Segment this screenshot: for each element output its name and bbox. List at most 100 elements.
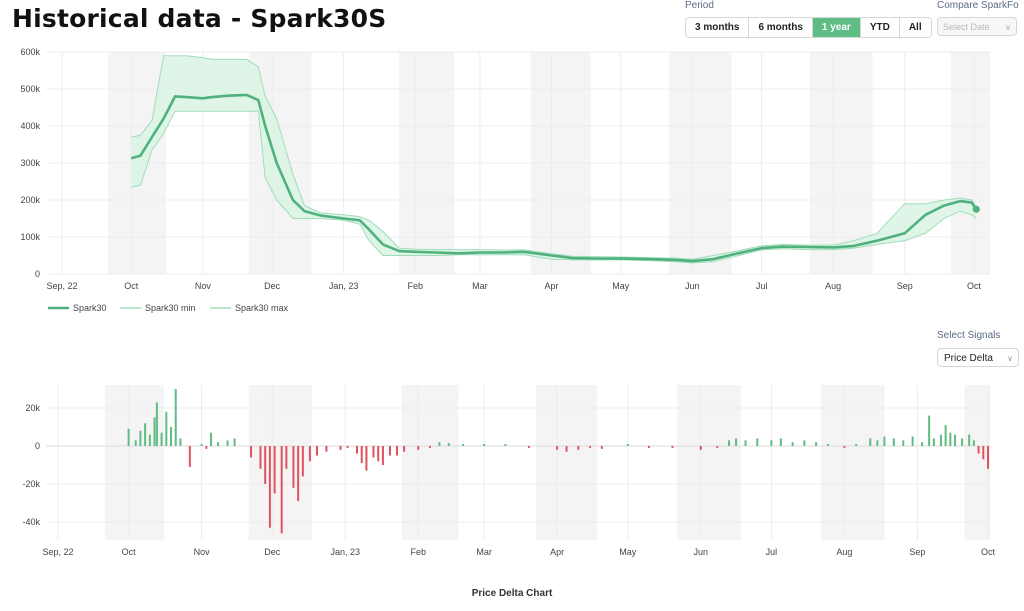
signals-select[interactable]: Price Delta ∨: [937, 348, 1019, 367]
delta-bar: [803, 440, 806, 446]
x-tick-label: Oct: [967, 281, 982, 291]
delta-bar: [259, 446, 262, 469]
month-shade: [535, 385, 598, 540]
delta-bar: [365, 446, 368, 471]
delta-bar: [921, 442, 924, 446]
x-tick-label: Mar: [476, 547, 492, 557]
delta-bar: [273, 446, 276, 494]
delta-bar: [791, 442, 794, 446]
x-tick-label: Sep: [897, 281, 913, 291]
x-tick-label: Oct: [124, 281, 139, 291]
delta-bar: [928, 415, 931, 446]
page-title: Historical data - Spark30S: [12, 4, 387, 33]
y-tick-label: 200k: [20, 195, 40, 205]
delta-bar: [372, 446, 375, 458]
delta-bar: [301, 446, 304, 477]
price-line-chart: 0 100k 200k 300k 400k 500k 600k Sep, 22 Oct Nov De…: [20, 47, 990, 313]
delta-bar: [939, 434, 942, 446]
month-shade: [677, 385, 741, 540]
period-all-button[interactable]: All: [899, 18, 931, 37]
x-tick-label: May: [612, 281, 630, 291]
x-tick-label: Oct: [122, 547, 137, 557]
delta-bar: [932, 438, 935, 446]
period-6-months-button[interactable]: 6 months: [749, 18, 813, 37]
y-tick-label: 0: [35, 441, 40, 451]
compare-date-select[interactable]: Select Date ∨: [937, 17, 1017, 36]
delta-bar: [647, 446, 650, 448]
delta-bar: [770, 440, 773, 446]
legend-item-label: Spark30 min: [145, 303, 196, 313]
delta-bar: [346, 446, 349, 448]
compare-label: Compare SparkFo: [937, 0, 1019, 11]
compare-date-placeholder: Select Date: [943, 22, 990, 32]
delta-bar: [339, 446, 342, 450]
series-spark30-min-line: [131, 110, 977, 264]
legend-item-label: Spark30 max: [235, 303, 289, 313]
delta-bar: [949, 432, 952, 446]
x-tick-label: Sep, 22: [42, 547, 73, 557]
delta-bar: [982, 446, 985, 460]
delta-bar: [911, 436, 914, 446]
y-tick-label: 300k: [20, 158, 40, 168]
chevron-down-icon: ∨: [1007, 354, 1013, 363]
signals-label: Select Signals: [937, 330, 1001, 341]
delta-bar: [160, 432, 163, 446]
delta-bar: [210, 432, 213, 446]
x-tick-label: Sep, 22: [46, 281, 77, 291]
delta-bar: [815, 442, 818, 446]
delta-bar: [417, 446, 420, 450]
delta-bar: [716, 446, 719, 448]
y-tick-label: 500k: [20, 84, 40, 94]
y-tick-label: 0: [35, 269, 40, 279]
delta-bar: [153, 417, 156, 446]
period-1-year-button[interactable]: 1 year: [812, 18, 861, 37]
delta-bar: [961, 438, 964, 446]
y-tick-label: 600k: [20, 47, 40, 57]
delta-bar: [285, 446, 288, 469]
x-tick-label: Apr: [544, 281, 558, 291]
delta-bar: [527, 446, 530, 448]
x-tick-label: Oct: [981, 547, 996, 557]
delta-bar: [728, 440, 731, 446]
period-label: Period: [685, 0, 714, 11]
last-point-marker: [972, 205, 980, 213]
delta-bar: [170, 427, 173, 446]
delta-chart-title: Price Delta Chart: [471, 588, 553, 599]
period-ytd-button[interactable]: YTD: [860, 18, 900, 37]
delta-bar: [483, 444, 486, 446]
delta-bar: [360, 446, 363, 464]
delta-bar: [735, 438, 738, 446]
x-tick-label: Dec: [264, 547, 281, 557]
delta-bar: [381, 446, 384, 465]
month-shade: [248, 385, 313, 540]
delta-bar: [179, 438, 182, 446]
delta-bar: [205, 446, 208, 449]
delta-bar: [589, 446, 592, 448]
delta-bar: [699, 446, 702, 450]
period-3-months-button[interactable]: 3 months: [686, 18, 750, 37]
delta-bar: [325, 446, 328, 452]
delta-bar: [403, 446, 406, 452]
x-tick-label: Mar: [472, 281, 488, 291]
x-tick-label: Jul: [756, 281, 768, 291]
delta-bar: [843, 446, 846, 448]
delta-bar: [188, 446, 191, 467]
x-tick-label: Feb: [407, 281, 423, 291]
delta-bar: [148, 434, 151, 446]
x-tick-label: Feb: [410, 547, 426, 557]
delta-bar: [155, 402, 158, 446]
delta-bar: [987, 446, 989, 469]
chevron-down-icon: ∨: [1005, 23, 1011, 32]
delta-bar: [756, 438, 759, 446]
month-shade: [964, 385, 990, 540]
series-spark30-max-line: [131, 55, 977, 260]
x-tick-label: Sep: [909, 547, 925, 557]
y-tick-label: -20k: [22, 479, 40, 489]
signals-selected-value: Price Delta: [944, 353, 993, 364]
delta-bar: [826, 444, 829, 446]
x-tick-label: Jun: [685, 281, 700, 291]
delta-bar: [461, 444, 464, 446]
delta-bar: [377, 446, 380, 462]
delta-bar: [174, 389, 177, 446]
delta-bar: [438, 442, 441, 446]
